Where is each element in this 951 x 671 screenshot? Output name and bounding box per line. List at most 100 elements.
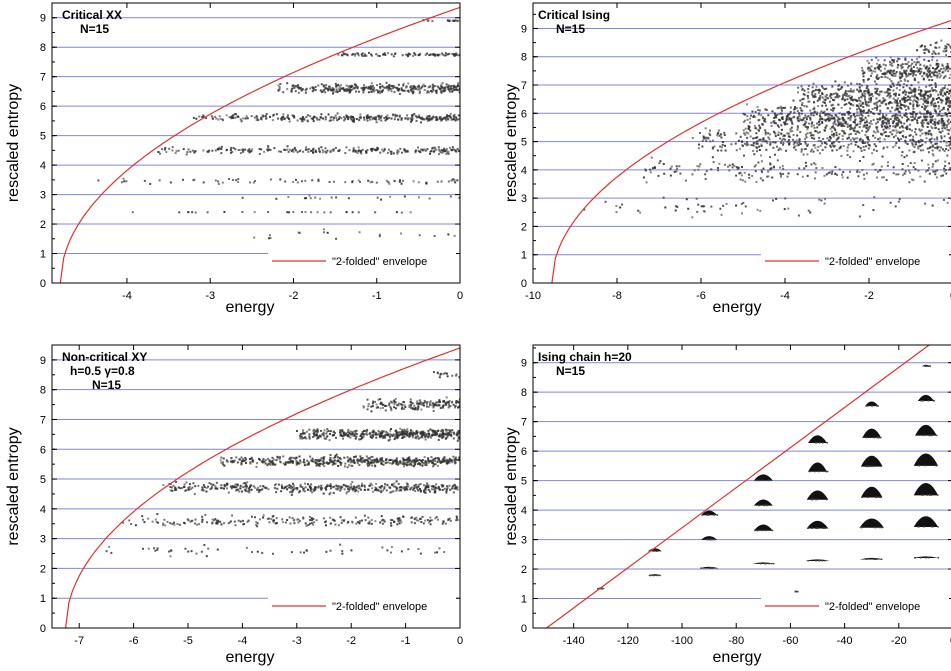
data-point bbox=[908, 86, 911, 89]
data-point bbox=[437, 146, 440, 149]
data-point bbox=[889, 201, 892, 204]
data-point bbox=[898, 146, 901, 149]
data-point bbox=[413, 522, 416, 525]
data-point bbox=[793, 141, 796, 144]
data-point bbox=[909, 134, 912, 137]
data-point bbox=[233, 485, 236, 488]
data-point bbox=[335, 117, 338, 120]
data-point bbox=[866, 104, 869, 107]
data-point bbox=[874, 102, 877, 105]
data-point bbox=[216, 487, 219, 490]
data-point bbox=[182, 148, 185, 151]
data-point bbox=[388, 84, 391, 87]
data-point bbox=[309, 522, 312, 525]
data-point bbox=[357, 520, 360, 523]
data-point bbox=[179, 487, 182, 490]
data-point bbox=[792, 99, 795, 102]
data-point bbox=[445, 119, 448, 122]
data-point bbox=[415, 119, 418, 122]
data-point bbox=[741, 179, 744, 182]
data-point bbox=[774, 135, 777, 138]
data-point bbox=[375, 482, 378, 485]
data-point bbox=[924, 47, 927, 50]
data-point bbox=[946, 88, 949, 91]
data-point bbox=[229, 149, 232, 152]
data-point bbox=[351, 117, 354, 120]
data-point bbox=[769, 143, 772, 146]
data-point bbox=[370, 460, 373, 463]
data-point bbox=[936, 66, 939, 69]
data-point bbox=[934, 105, 937, 108]
data-point bbox=[882, 119, 885, 122]
data-point bbox=[216, 548, 219, 551]
data-point bbox=[242, 486, 245, 489]
data-point bbox=[779, 137, 782, 140]
data-point bbox=[267, 462, 270, 465]
data-point bbox=[294, 90, 297, 93]
data-point bbox=[309, 489, 312, 492]
data-point bbox=[789, 118, 792, 121]
data-point bbox=[809, 131, 812, 134]
data-point bbox=[949, 167, 951, 170]
data-point bbox=[398, 115, 401, 118]
data-point bbox=[386, 151, 389, 154]
data-point bbox=[169, 522, 172, 525]
data-point bbox=[323, 429, 326, 432]
data-point bbox=[744, 205, 747, 208]
data-point bbox=[893, 120, 896, 123]
data-point bbox=[220, 145, 223, 148]
data-point bbox=[163, 148, 166, 151]
data-point bbox=[765, 148, 768, 151]
data-point bbox=[934, 70, 937, 73]
data-point bbox=[161, 148, 164, 151]
data-point bbox=[329, 522, 332, 525]
data-point bbox=[312, 488, 315, 491]
data-point bbox=[388, 462, 391, 465]
data-point bbox=[945, 101, 948, 104]
data-point bbox=[881, 76, 884, 79]
data-point bbox=[317, 147, 320, 150]
data-point bbox=[812, 101, 815, 104]
data-point bbox=[449, 488, 452, 491]
data-point bbox=[904, 114, 907, 117]
data-point bbox=[865, 103, 868, 106]
data-point bbox=[849, 90, 852, 93]
data-point bbox=[919, 45, 922, 48]
data-point bbox=[444, 88, 447, 91]
data-point bbox=[780, 124, 783, 127]
data-point bbox=[414, 483, 417, 486]
data-point bbox=[856, 114, 859, 117]
data-point bbox=[764, 131, 767, 134]
data-point bbox=[918, 128, 921, 131]
data-point bbox=[322, 117, 325, 120]
data-point bbox=[346, 490, 349, 493]
data-point bbox=[936, 74, 939, 77]
data-point bbox=[356, 461, 359, 464]
data-point bbox=[332, 148, 335, 151]
data-point bbox=[944, 160, 947, 163]
data-point bbox=[949, 114, 951, 117]
data-point bbox=[390, 53, 393, 56]
data-point bbox=[174, 486, 177, 489]
data-point bbox=[867, 126, 870, 129]
data-point bbox=[385, 431, 388, 434]
data-point bbox=[282, 115, 285, 118]
data-point bbox=[367, 91, 370, 94]
data-point bbox=[893, 93, 896, 96]
data-point bbox=[885, 135, 888, 138]
data-point bbox=[922, 119, 925, 122]
data-point bbox=[434, 486, 437, 489]
data-point bbox=[316, 211, 319, 214]
data-point bbox=[222, 457, 225, 460]
data-point bbox=[390, 434, 393, 437]
data-point bbox=[449, 195, 452, 198]
data-point bbox=[872, 148, 875, 151]
data-point bbox=[261, 114, 264, 117]
data-point bbox=[411, 117, 414, 120]
data-point bbox=[391, 435, 394, 438]
data-point bbox=[908, 171, 911, 174]
data-point bbox=[370, 86, 373, 89]
data-point bbox=[919, 63, 922, 66]
data-point bbox=[925, 101, 928, 104]
data-point bbox=[913, 77, 916, 80]
